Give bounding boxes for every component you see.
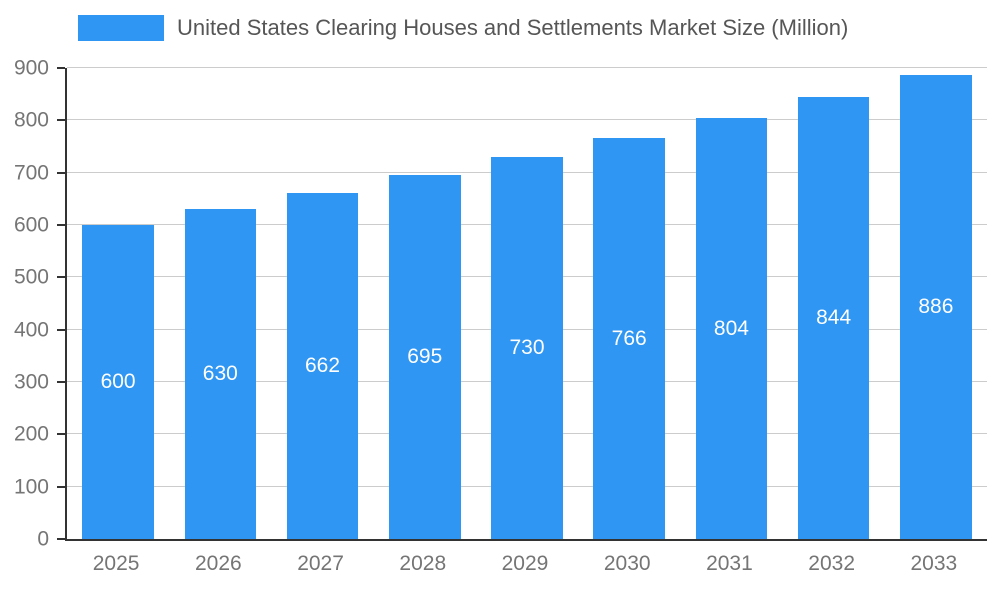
bar-value-label: 766 (611, 326, 647, 350)
y-tick-mark (57, 119, 65, 122)
bar-value-label: 844 (816, 306, 852, 330)
x-tick-label: 2027 (297, 552, 344, 575)
bar-value-label: 662 (305, 353, 341, 377)
y-tick-label: 0 (37, 527, 49, 551)
y-tick-label: 300 (13, 370, 49, 394)
bar[interactable]: 844 (797, 97, 870, 539)
y-tick-mark (57, 485, 65, 488)
x-tick-label: 2031 (706, 552, 753, 575)
bar-value-label: 804 (713, 316, 749, 340)
x-tick-label: 2029 (501, 552, 549, 575)
y-tick-label: 400 (13, 318, 49, 342)
y-tick-mark (57, 328, 65, 331)
chart-legend: United States Clearing Houses and Settle… (78, 15, 848, 41)
gridline (67, 67, 987, 68)
bar[interactable]: 886 (900, 75, 972, 539)
y-tick-label: 800 (13, 108, 49, 132)
x-tick-label: 2026 (194, 552, 242, 575)
bar[interactable]: 630 (184, 209, 257, 539)
bar-value-label: 695 (407, 345, 443, 369)
legend-swatch (78, 15, 164, 41)
x-tick-label: 2030 (603, 552, 651, 575)
bar[interactable]: 730 (491, 156, 563, 539)
y-tick-label: 500 (13, 265, 49, 289)
y-tick-label: 100 (13, 475, 49, 499)
x-tick-label: 2033 (910, 552, 958, 575)
y-tick-mark (57, 171, 65, 174)
x-tick-label: 2025 (92, 552, 140, 575)
y-tick-label: 900 (13, 56, 49, 80)
x-tick-label: 2028 (399, 552, 447, 575)
y-tick-label: 700 (13, 161, 49, 185)
bar-value-label: 886 (918, 295, 954, 319)
y-tick-mark (57, 224, 65, 227)
plot-area: 0 100 200 300 400 500 600 700 800 900 600 630 662 695… (14, 58, 987, 550)
bar-value-label: 730 (509, 335, 545, 359)
y-tick-mark (57, 538, 65, 540)
bar[interactable]: 766 (593, 138, 665, 539)
y-tick-mark (57, 276, 65, 279)
x-axis: 2025 2026 2027 2028 2029 2030 2031 2032 2033 (65, 552, 985, 576)
bar[interactable]: 695 (389, 175, 461, 539)
y-tick-mark (57, 381, 65, 384)
gridline (67, 119, 987, 121)
bar-value-label: 600 (100, 370, 136, 393)
y-tick-mark (57, 67, 65, 69)
bar[interactable]: 662 (286, 192, 359, 539)
bar[interactable]: 804 (695, 118, 768, 539)
bar-value-label: 630 (202, 362, 238, 386)
bar[interactable]: 600 (82, 225, 154, 539)
y-tick-mark (57, 433, 65, 436)
y-tick-label: 200 (13, 422, 49, 446)
chart-title: United States Clearing Houses and Settle… (177, 15, 849, 40)
x-tick-label: 2032 (808, 552, 855, 575)
y-tick-label: 600 (13, 213, 49, 237)
